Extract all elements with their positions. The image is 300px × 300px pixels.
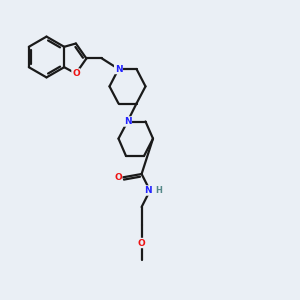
Text: O: O xyxy=(72,69,80,78)
Text: N: N xyxy=(144,186,152,195)
Text: O: O xyxy=(138,238,146,247)
Text: O: O xyxy=(114,173,122,182)
Text: H: H xyxy=(156,186,162,195)
Text: N: N xyxy=(124,117,131,126)
Text: N: N xyxy=(115,64,122,74)
